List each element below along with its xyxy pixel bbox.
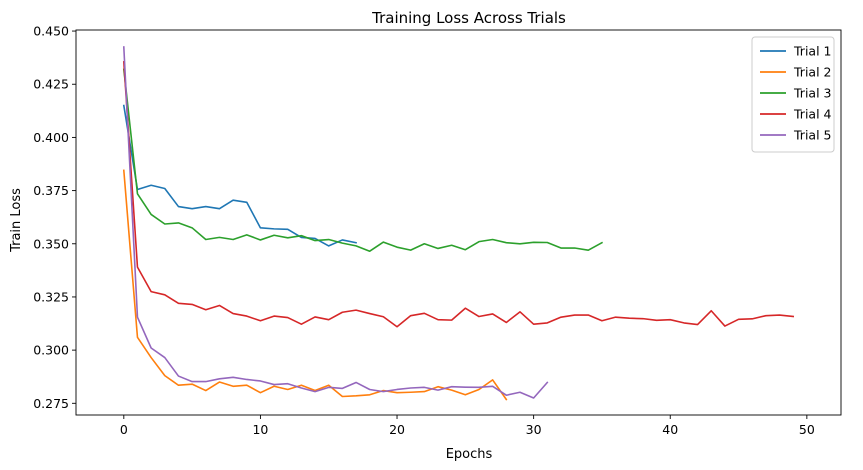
- series-line-trial-4: [122, 61, 795, 328]
- legend-label-trial-1: Trial 1: [793, 44, 831, 59]
- plot-background: [76, 30, 841, 415]
- axes: [75, 29, 842, 416]
- series-lines: [122, 46, 795, 401]
- y-tick-label: 0.450: [33, 24, 69, 39]
- chart-title: Training Loss Across Trials: [371, 9, 566, 27]
- legend: Trial 1 Trial 2 Trial 3 Trial 4 Trial 5: [751, 36, 835, 153]
- plot-area: [76, 30, 841, 415]
- x-tick-label: 20: [389, 422, 405, 437]
- x-tick-label: 50: [799, 422, 815, 437]
- y-axis-ticks: 0.275 0.300 0.325 0.350 0.375 0.400 0.425 0.450: [33, 24, 76, 411]
- legend-label-trial-3: Trial 3: [793, 86, 831, 101]
- y-tick-label: 0.350: [33, 236, 69, 251]
- x-tick-label: 40: [662, 422, 678, 437]
- legend-label-trial-4: Trial 4: [793, 107, 832, 122]
- legend-label-trial-2: Trial 2: [793, 65, 831, 80]
- x-tick-label: 10: [252, 422, 268, 437]
- y-axis-label: Train Loss: [9, 188, 24, 253]
- y-tick-label: 0.425: [33, 77, 69, 92]
- y-tick-label: 0.400: [33, 130, 69, 145]
- x-tick-label: 0: [120, 422, 128, 437]
- y-tick-label: 0.325: [33, 289, 69, 304]
- x-axis-label: Epochs: [446, 447, 493, 462]
- y-tick-label: 0.275: [33, 396, 69, 411]
- y-tick-label: 0.300: [33, 343, 69, 358]
- x-axis-ticks: 0 10 20 30 40 50: [120, 415, 815, 437]
- x-tick-label: 30: [526, 422, 542, 437]
- y-tick-label: 0.375: [33, 183, 69, 198]
- series-line-trial-3: [122, 68, 604, 253]
- axes-frame: [75, 29, 842, 416]
- series-line-trial-5: [122, 46, 549, 399]
- series-line-trial-2: [122, 169, 508, 401]
- legend-box: [751, 36, 835, 153]
- legend-label-trial-5: Trial 5: [793, 128, 831, 143]
